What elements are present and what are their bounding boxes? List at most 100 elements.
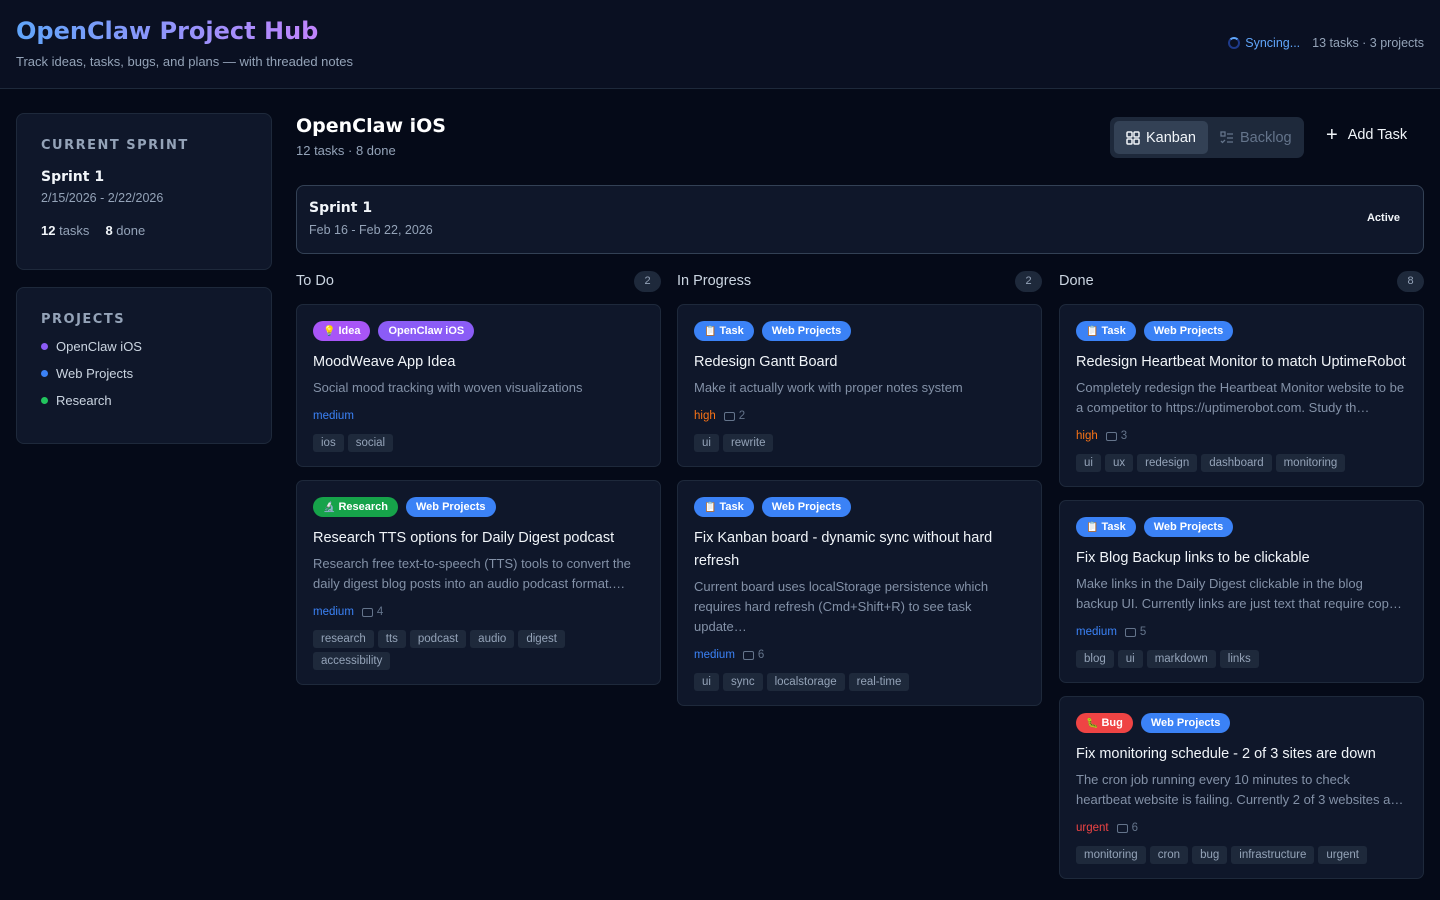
task-card[interactable]: 🐛 Bug Web Projects Fix monitoring schedule … [1059, 696, 1424, 879]
sprint-name: Sprint 1 [41, 169, 105, 185]
card-description: Current board uses localStorage persiste… [694, 579, 989, 634]
research-icon: 🔬 [323, 501, 336, 513]
type-label: Task [1101, 521, 1126, 533]
kanban-column: In Progress 2 📋 Task Web Projects Redesign Ga… [677, 270, 1042, 719]
sidebar-project-item[interactable]: Research [41, 393, 247, 408]
bug-icon: 🐛 [1086, 717, 1099, 729]
priority-label: medium [313, 410, 354, 422]
project-badge: Web Projects [1140, 713, 1231, 733]
view-toggle: Kanban Backlog [1110, 117, 1304, 158]
spinner-icon [1228, 37, 1241, 49]
kanban-view-button[interactable]: Kanban [1114, 121, 1208, 154]
comment-icon [1124, 627, 1136, 637]
card-meta: medium 6 [694, 645, 1025, 665]
project-badge: Web Projects [761, 321, 852, 341]
card-title: Fix Blog Backup links to be clickable [1076, 550, 1310, 566]
card-title: Fix monitoring schedule - 2 of 3 sites a… [1076, 746, 1376, 762]
task-card[interactable]: 📋 Task Web Projects Redesign Heartbeat Moni… [1059, 304, 1424, 487]
card-title: Redesign Gantt Board [694, 354, 838, 370]
column-title: Done [1059, 273, 1094, 289]
project-title: OpenClaw iOS [296, 115, 446, 137]
type-badge: 🔬 Research [313, 497, 398, 517]
card-title: Redesign Heartbeat Monitor to match Upti… [1076, 354, 1406, 370]
app-subtitle: Track ideas, tasks, bugs, and plans — wi… [16, 54, 353, 69]
comment-count-value: 2 [738, 410, 746, 422]
card-tags: blog ui markdown links [1076, 650, 1407, 668]
app-title: OpenClaw Project Hub [16, 17, 319, 45]
tag: podcast [409, 630, 467, 648]
card-description: Research free text-to-speech (TTS) tools… [313, 556, 631, 591]
tag: ios [313, 434, 344, 452]
comment-count: 4 [361, 606, 383, 618]
type-badge: 📋 Task [1076, 517, 1136, 537]
project-label: Web Projects [56, 366, 134, 381]
column-count-badge: 8 [1397, 270, 1424, 292]
card-meta: high 2 [694, 406, 1025, 426]
task-icon: 📋 [704, 501, 717, 513]
sidebar-project-item[interactable]: Web Projects [41, 366, 247, 381]
tag: dashboard [1201, 454, 1272, 472]
comment-count: 6 [742, 649, 765, 661]
task-count: 12 [41, 223, 56, 238]
comment-count: 2 [723, 410, 746, 422]
tag: markdown [1146, 650, 1216, 668]
card-title: MoodWeave App Idea [313, 354, 456, 370]
comment-count-value: 6 [757, 649, 765, 661]
card-tags: monitoring cron bug infrastructure urgent [1076, 846, 1407, 864]
sidebar-project-item[interactable]: OpenClaw iOS [41, 339, 247, 354]
sprint-status-badge: Active [1366, 212, 1400, 224]
comment-count-value: 6 [1131, 822, 1139, 834]
card-meta: medium 4 [313, 602, 644, 622]
tag: ui [694, 673, 719, 691]
sync-label: Syncing... [1245, 36, 1301, 50]
tag: urgent [1318, 846, 1367, 864]
card-meta: medium [313, 406, 644, 426]
type-badge: 💡 Idea [313, 321, 371, 341]
task-icon: 📋 [1086, 521, 1099, 533]
type-badge: 📋 Task [694, 321, 754, 341]
type-label: Research [338, 501, 388, 513]
tag: digest [518, 630, 565, 648]
card-tags: research tts podcast audio digest accessibili… [313, 630, 644, 670]
kanban-column: To Do 2 💡 Idea OpenClaw iOS MoodWeave App Ide… [296, 270, 661, 698]
card-title: Research TTS options for Daily Digest po… [313, 530, 615, 546]
task-card[interactable]: 🔬 Research Web Projects Research TTS option… [296, 480, 661, 685]
priority-label: urgent [1076, 822, 1109, 834]
tag: ui [694, 434, 719, 452]
sprint-banner: Sprint 1 Feb 16 - Feb 22, 2026 Active [296, 185, 1424, 254]
type-label: Task [719, 501, 744, 513]
card-meta: high 3 [1076, 426, 1407, 446]
project-dot-icon [41, 370, 48, 377]
column-count-badge: 2 [634, 270, 661, 292]
comment-count: 6 [1116, 822, 1139, 834]
comment-icon [723, 411, 735, 421]
type-label: Task [1101, 325, 1126, 337]
current-sprint-panel: CURRENT SPRINT Sprint 1 2/15/2026 - 2/22… [16, 113, 272, 270]
add-task-button[interactable]: + Add Task [1326, 124, 1407, 146]
type-badge: 📋 Task [1076, 321, 1136, 341]
task-card[interactable]: 📋 Task Web Projects Redesign Gantt Board Mak… [677, 304, 1042, 467]
tag: redesign [1137, 454, 1198, 472]
kanban-label: Kanban [1146, 129, 1196, 146]
backlog-view-button[interactable]: Backlog [1208, 121, 1304, 154]
tag: monitoring [1076, 846, 1146, 864]
tag: links [1219, 650, 1259, 668]
tag: infrastructure [1231, 846, 1315, 864]
card-description: Social mood tracking with woven visualiz… [313, 380, 583, 395]
sprint-banner-dates: Feb 16 - Feb 22, 2026 [309, 223, 433, 237]
comment-count-value: 3 [1120, 430, 1128, 442]
task-card[interactable]: 💡 Idea OpenClaw iOS MoodWeave App Idea Socia… [296, 304, 661, 467]
card-badges: 📋 Task Web Projects [694, 321, 1025, 341]
tag: social [347, 434, 394, 452]
plus-icon: + [1326, 124, 1338, 146]
project-label: OpenClaw iOS [56, 339, 142, 354]
project-dot-icon [41, 343, 48, 350]
tag: ui [1117, 650, 1143, 668]
comment-icon [1105, 431, 1117, 441]
card-meta: medium 5 [1076, 622, 1407, 642]
project-badge: OpenClaw iOS [378, 321, 475, 341]
idea-icon: 💡 [323, 325, 336, 337]
card-badges: 📋 Task Web Projects [694, 497, 1025, 517]
task-card[interactable]: 📋 Task Web Projects Fix Kanban board - dyna… [677, 480, 1042, 706]
task-card[interactable]: 📋 Task Web Projects Fix Blog Backup links t… [1059, 500, 1424, 683]
